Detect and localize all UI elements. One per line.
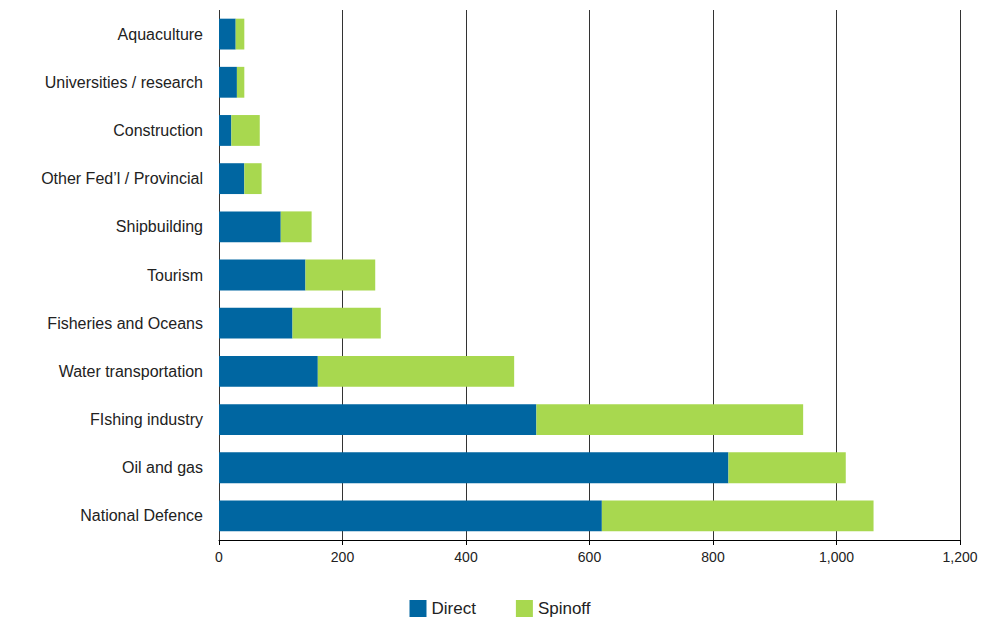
svg-text:FIshing industry: FIshing industry [90,411,203,428]
svg-text:200: 200 [331,549,355,565]
svg-text:800: 800 [701,549,725,565]
svg-text:Shipbuilding: Shipbuilding [116,218,203,235]
svg-text:Other Fed’l / Provincial: Other Fed’l / Provincial [41,170,203,187]
svg-text:National Defence: National Defence [80,507,203,524]
svg-text:0: 0 [215,549,223,565]
svg-text:Water transportation: Water transportation [59,363,203,380]
svg-text:1,000: 1,000 [819,549,854,565]
svg-text:Direct: Direct [431,599,476,618]
svg-text:Aquaculture: Aquaculture [118,26,203,43]
svg-text:1,200: 1,200 [942,549,977,565]
svg-text:Construction: Construction [113,122,203,139]
svg-text:Universities / research: Universities / research [45,74,203,91]
svg-text:Oil and gas: Oil and gas [122,459,203,476]
svg-text:600: 600 [578,549,602,565]
svg-text:400: 400 [454,549,478,565]
svg-text:Tourism: Tourism [147,267,203,284]
svg-text:Spinoff: Spinoff [538,599,591,618]
svg-text:Fisheries and Oceans: Fisheries and Oceans [47,315,203,332]
